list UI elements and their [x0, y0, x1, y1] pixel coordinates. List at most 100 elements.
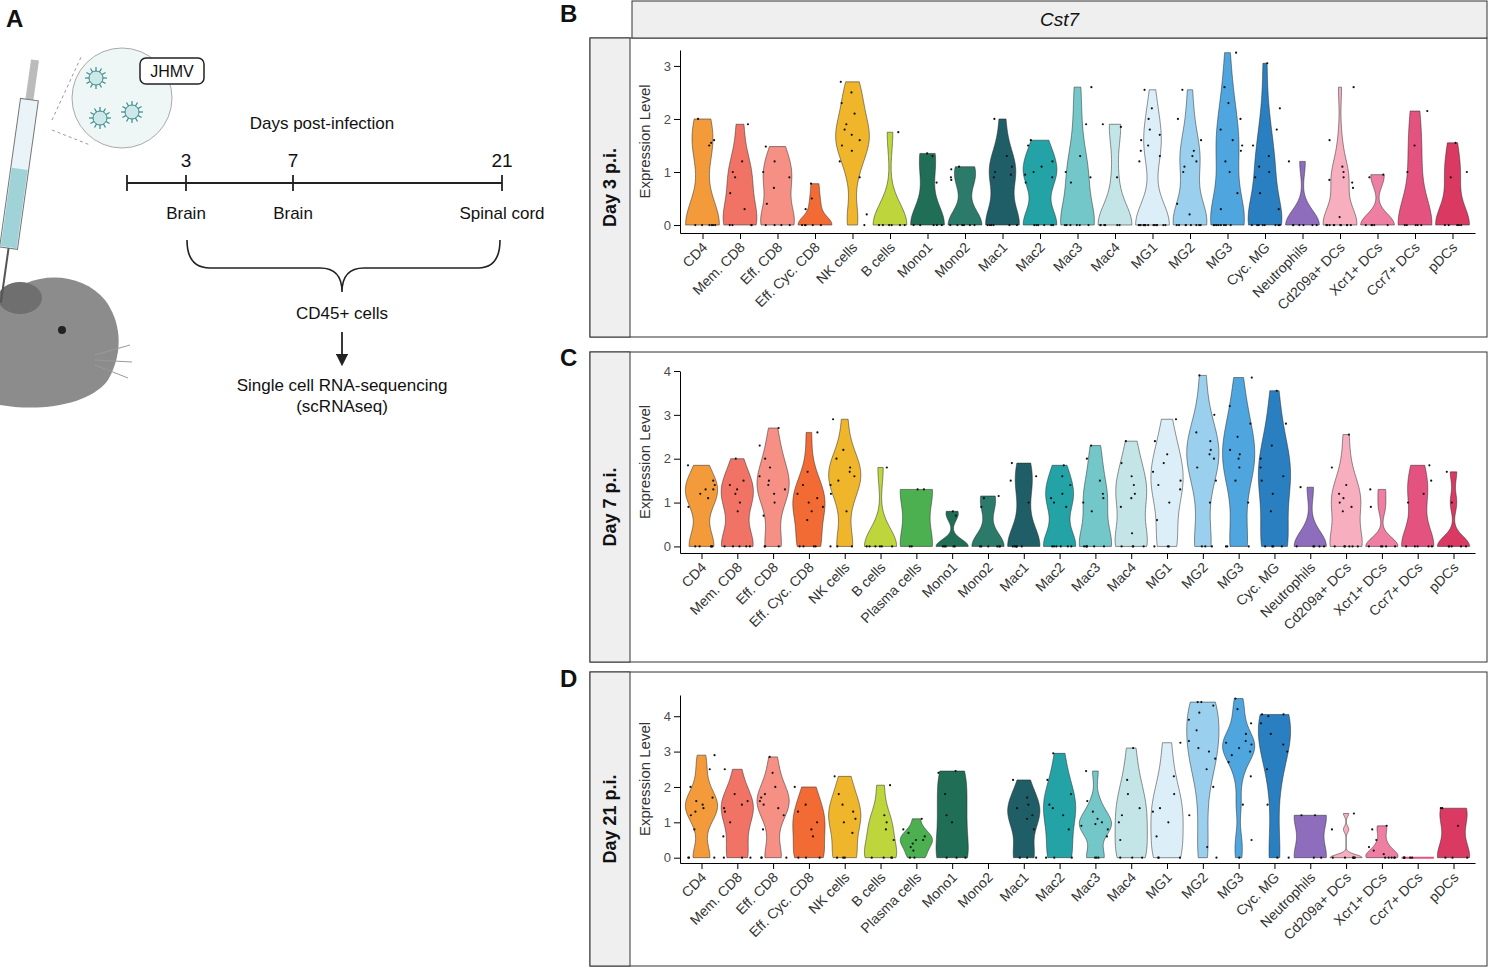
violin	[1286, 161, 1320, 225]
cell-point	[1285, 423, 1287, 425]
cell-point	[1328, 179, 1330, 181]
cell-point	[931, 155, 933, 157]
cell-point	[773, 224, 775, 226]
cell-point	[777, 807, 779, 809]
cell-point	[808, 501, 810, 503]
panel-letter: C	[560, 344, 577, 371]
x-tick-label: MG2	[1178, 869, 1211, 902]
violin	[1008, 463, 1040, 546]
y-tick-mark	[674, 415, 680, 416]
figure: AJHMVDays post-infection3Brain7Brain21Sp…	[0, 0, 1489, 978]
y-tick: 2	[664, 451, 680, 466]
cell-point	[1348, 545, 1350, 547]
x-tick-mark	[952, 553, 953, 559]
cell-point	[1102, 493, 1104, 495]
x-tick-label: Plasma cells	[857, 559, 924, 626]
violin	[1330, 813, 1362, 857]
cell-point	[1236, 708, 1238, 710]
cell-point	[694, 811, 696, 813]
violin	[829, 776, 861, 857]
cell-point	[954, 770, 956, 772]
cell-point	[1444, 224, 1446, 226]
x-tick: MG3	[1214, 553, 1247, 592]
cell-point	[1236, 436, 1238, 438]
cell-point	[980, 545, 982, 547]
x-tick-label: Mac4	[1104, 869, 1140, 905]
cell-point	[909, 545, 911, 547]
cell-point	[741, 160, 743, 162]
cell-point	[1132, 545, 1134, 547]
cell-point	[1045, 857, 1047, 859]
cell-point	[1162, 224, 1164, 226]
x-tick-mark	[881, 553, 882, 559]
cell-point	[1266, 804, 1268, 806]
cell-point	[1272, 493, 1274, 495]
x-tick: Mac1	[996, 553, 1032, 595]
cell-point	[1371, 828, 1373, 830]
cell-point	[1191, 155, 1193, 157]
cell-point	[952, 545, 954, 547]
x-tick: B cells	[857, 233, 897, 280]
cell-point	[830, 493, 832, 495]
cell-point	[1152, 471, 1154, 473]
cell-point	[1061, 493, 1063, 495]
cell-point	[1193, 150, 1195, 152]
cell-point	[1250, 775, 1252, 777]
cell-point	[924, 835, 926, 837]
x-tick-mark	[916, 863, 917, 869]
cell-point	[980, 506, 982, 508]
cell-point	[729, 192, 731, 194]
x-tick: pDCs	[1425, 553, 1461, 595]
cell-point	[886, 821, 888, 823]
cell-point	[891, 545, 893, 547]
cell-point	[1132, 747, 1134, 749]
y-axis-title: Expression Level	[636, 84, 653, 198]
cell-point	[850, 91, 852, 93]
cell-point	[1120, 126, 1122, 128]
cell-point	[1226, 545, 1228, 547]
violin	[1323, 87, 1357, 225]
cell-point	[1132, 545, 1134, 547]
cell-point	[852, 811, 854, 813]
cell-point	[1118, 224, 1120, 226]
cell-point	[1208, 750, 1210, 752]
cell-point	[1344, 857, 1346, 859]
cell-point	[1053, 545, 1055, 547]
x-tick-label: Mac1	[975, 239, 1011, 275]
cell-point	[1386, 825, 1388, 827]
cell-point	[936, 224, 938, 226]
cell-point	[1338, 493, 1340, 495]
violin	[1402, 857, 1434, 859]
cell-point	[1152, 811, 1154, 813]
cell-point	[705, 488, 707, 490]
violin	[1173, 90, 1207, 225]
cell-point	[1188, 213, 1190, 215]
cell-point	[1206, 846, 1208, 848]
cell-point	[1163, 462, 1165, 464]
cell-point	[1262, 224, 1264, 226]
cell-point	[1225, 224, 1227, 226]
cell-point	[780, 224, 782, 226]
cell-point	[1094, 823, 1096, 825]
cell-point	[1249, 750, 1251, 752]
cell-point	[1156, 519, 1158, 521]
x-tick: Mem. CD8	[687, 863, 746, 928]
timepoint-day: 21	[491, 150, 512, 171]
y-tick-mark	[674, 172, 680, 173]
cell-point	[1068, 828, 1070, 830]
cell-point	[745, 545, 747, 547]
cell-point	[851, 545, 853, 547]
y-tick-label: 1	[664, 165, 671, 180]
cell-point	[759, 444, 761, 446]
cell-point	[1373, 224, 1375, 226]
cell-point	[1420, 224, 1422, 226]
cell-point	[1229, 449, 1231, 451]
panel-D: Day 21 p.i.D01234Expression LevelCD4Mem.…	[560, 665, 1487, 966]
cell-point	[747, 800, 749, 802]
cell-point	[771, 772, 773, 774]
cell-point	[949, 224, 951, 226]
cell-point	[841, 102, 843, 104]
x-tick-mark	[1346, 553, 1347, 559]
cell-point	[973, 224, 975, 226]
x-tick: Mono2	[954, 863, 996, 911]
